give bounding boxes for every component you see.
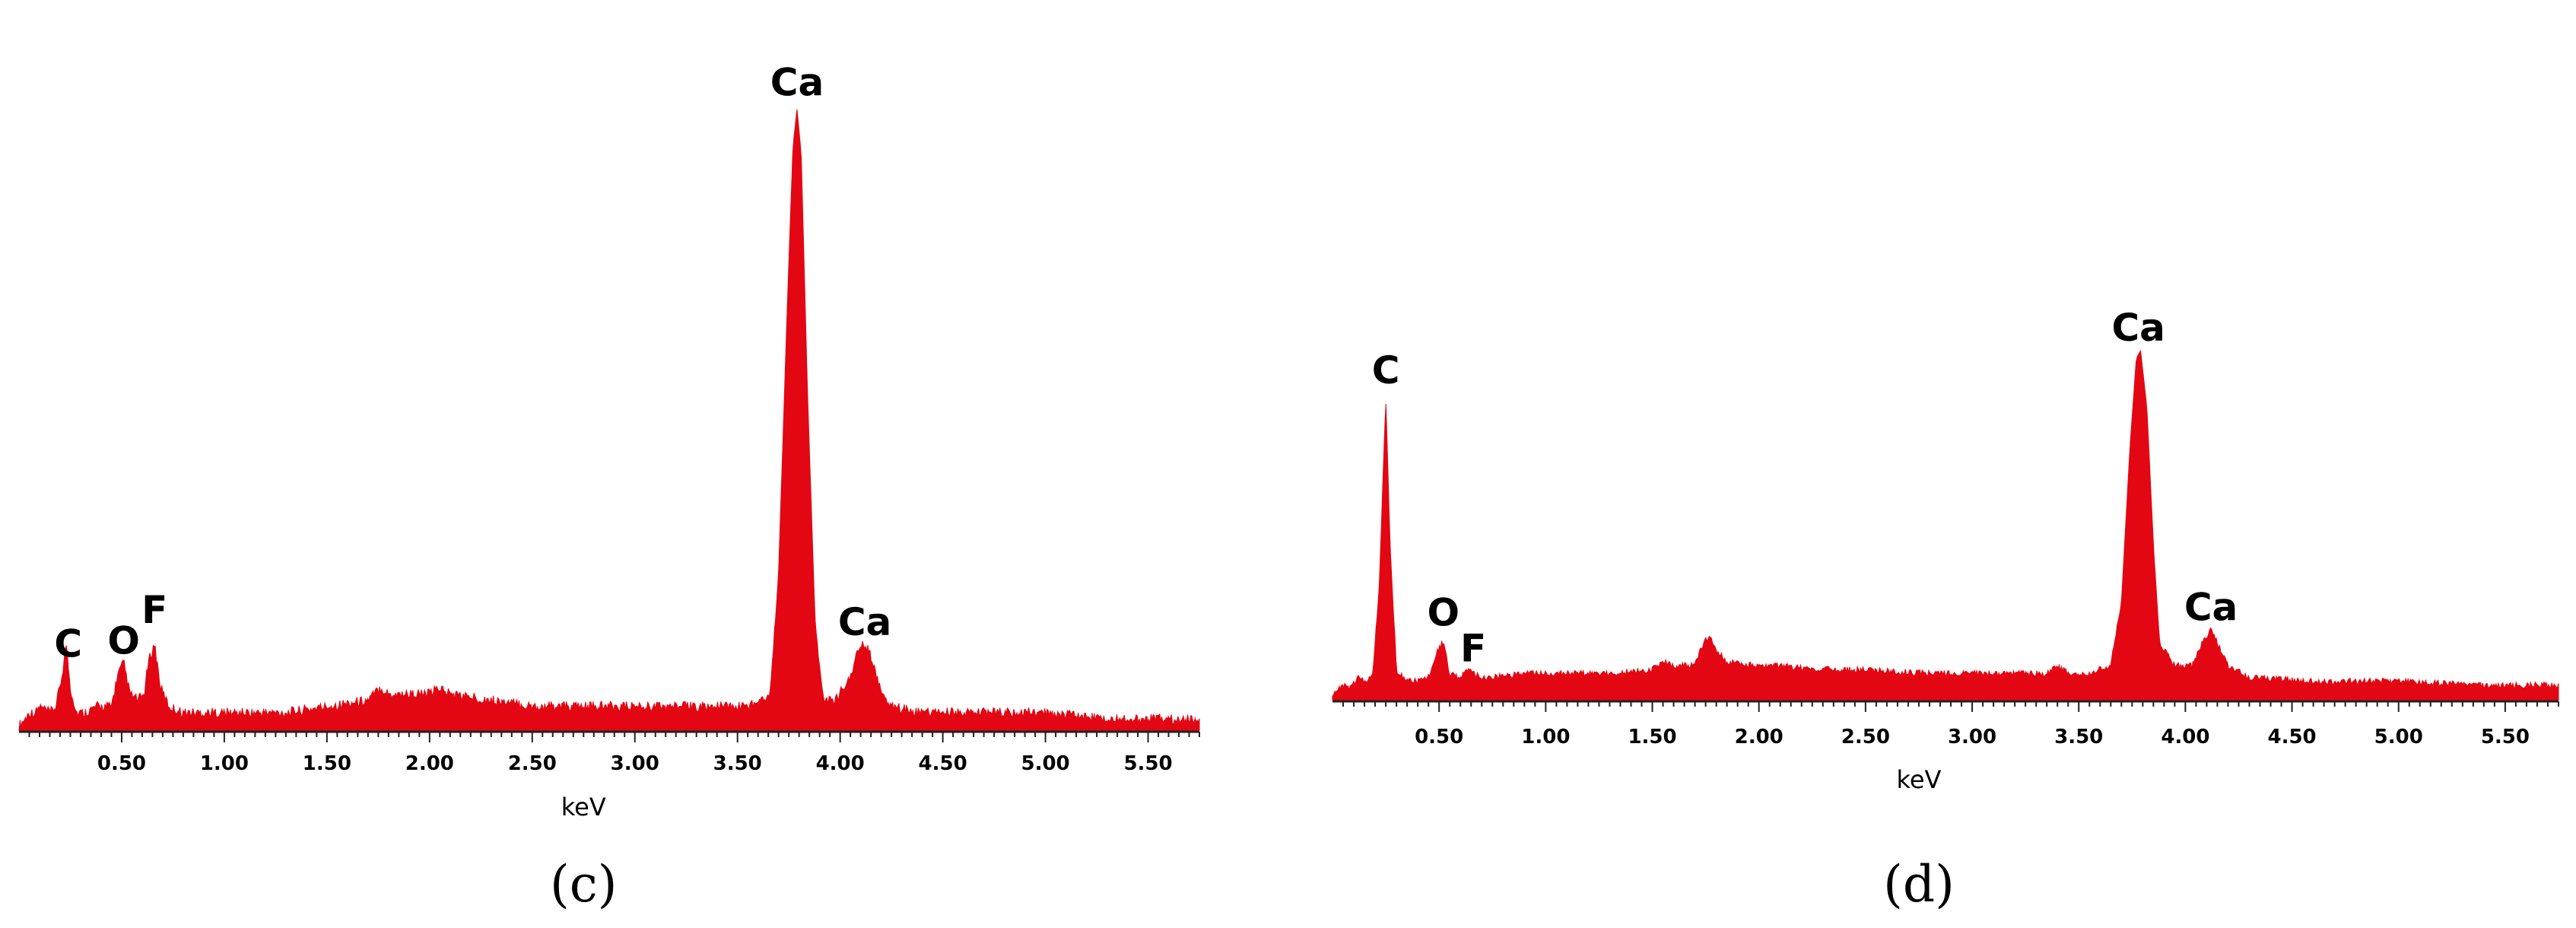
spectrum-area bbox=[18, 109, 1200, 731]
x-tick-label: 3.50 bbox=[713, 752, 762, 775]
peak-label-ca: Ca bbox=[2184, 585, 2238, 629]
peak-label-c: C bbox=[1372, 348, 1400, 392]
x-tick-label: 5.50 bbox=[2481, 726, 2530, 748]
peak-label-o: O bbox=[1428, 591, 1460, 635]
x-tick-label: 0.50 bbox=[1415, 726, 1463, 748]
peak-label-f: F bbox=[1460, 627, 1486, 671]
peak-label-ca: Ca bbox=[2111, 306, 2165, 350]
x-tick-label: 1.00 bbox=[1521, 726, 1570, 748]
x-tick-label: 0.50 bbox=[97, 752, 146, 775]
x-tick-label: 4.00 bbox=[2161, 726, 2209, 748]
x-tick-label: 4.50 bbox=[2267, 726, 2316, 748]
peak-label-o: O bbox=[107, 619, 140, 663]
x-tick-label: 5.00 bbox=[1021, 752, 1069, 775]
x-tick-label: 2.00 bbox=[1735, 726, 1784, 748]
panel-label: (c) bbox=[550, 855, 617, 914]
spectrum-panel-c: 0.50 1.00 1.50 2.00 2.50 3.00 3.50 4.00 4.50 5.00… bbox=[18, 60, 1200, 914]
x-axis-title: keV bbox=[1896, 765, 1941, 794]
peak-label-f: F bbox=[141, 588, 167, 632]
x-tick-label: 4.50 bbox=[919, 752, 967, 775]
spectrum-area bbox=[1332, 349, 2559, 701]
x-tick-label: 2.50 bbox=[508, 752, 557, 775]
x-tick-label: 1.50 bbox=[1628, 726, 1676, 748]
x-axis-title: keV bbox=[561, 793, 606, 822]
x-tick-label: 2.00 bbox=[405, 752, 454, 775]
x-tick-label: 5.00 bbox=[2374, 726, 2423, 748]
x-tick-label: 3.50 bbox=[2054, 726, 2103, 748]
x-tick-label: 3.00 bbox=[611, 752, 659, 775]
x-tick-label: 5.50 bbox=[1123, 752, 1172, 775]
peak-label-ca: Ca bbox=[770, 60, 824, 104]
x-tick-label: 4.00 bbox=[816, 752, 865, 775]
x-tick-label: 1.00 bbox=[200, 752, 249, 775]
x-tick-label: 3.00 bbox=[1948, 726, 1996, 748]
panel-label: (d) bbox=[1883, 855, 1955, 914]
peak-label-ca: Ca bbox=[838, 600, 891, 644]
x-tick-label: 1.50 bbox=[303, 752, 351, 775]
x-tick-label: 2.50 bbox=[1841, 726, 1890, 748]
spectrum-panel-d: 0.50 1.00 1.50 2.00 2.50 3.00 3.50 4.00 4.50 5.00… bbox=[1332, 306, 2559, 914]
peak-label-c: C bbox=[54, 622, 82, 666]
